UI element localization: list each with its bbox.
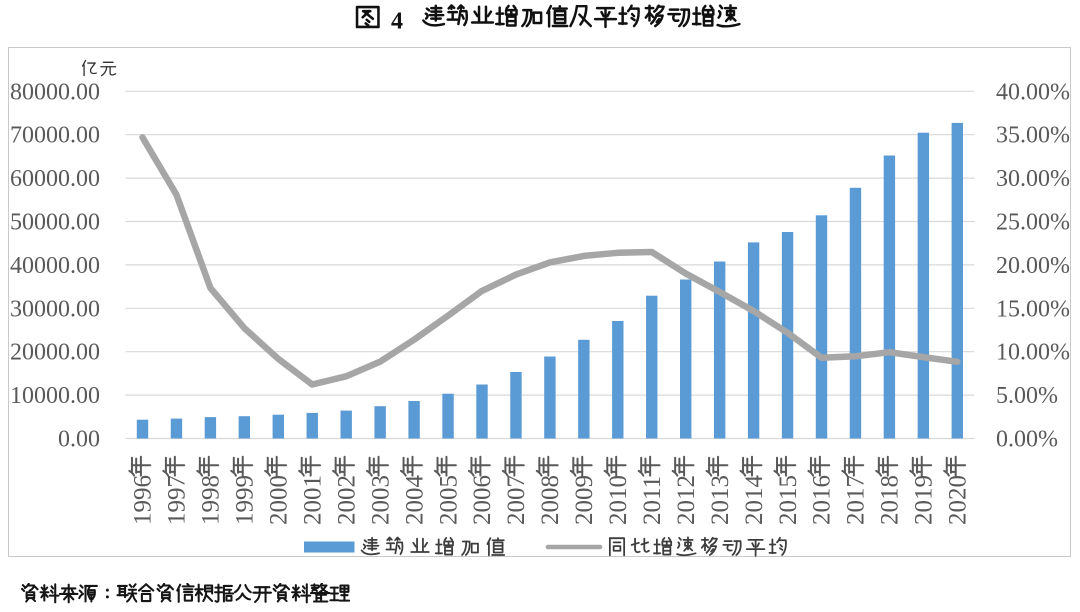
svg-text:2014: 2014	[741, 475, 768, 526]
svg-text:2011: 2011	[639, 476, 666, 525]
svg-text:1997: 1997	[164, 475, 191, 525]
svg-text:2001: 2001	[299, 475, 326, 525]
svg-text:2013: 2013	[707, 475, 734, 525]
svg-text:2005: 2005	[435, 475, 462, 525]
svg-text:2006: 2006	[469, 475, 496, 525]
svg-text:20000.00: 20000.00	[10, 340, 100, 366]
svg-text:70000.00: 70000.00	[10, 123, 100, 149]
svg-text:25.00%: 25.00%	[996, 210, 1070, 236]
svg-text:35.00%: 35.00%	[996, 123, 1070, 149]
svg-text:2015: 2015	[775, 475, 802, 525]
svg-text:2012: 2012	[673, 475, 700, 525]
svg-text:0.00: 0.00	[58, 427, 100, 453]
svg-text:15.00%: 15.00%	[996, 296, 1070, 322]
svg-text:40.00%: 40.00%	[996, 79, 1070, 105]
svg-text:2020: 2020	[945, 475, 972, 525]
svg-text:2016: 2016	[809, 475, 836, 525]
svg-text:10.00%: 10.00%	[996, 340, 1070, 366]
svg-text:1999: 1999	[232, 475, 259, 525]
svg-text:10000.00: 10000.00	[10, 383, 100, 409]
svg-text:2009: 2009	[571, 475, 598, 525]
svg-text:5.00%: 5.00%	[996, 383, 1058, 409]
svg-text:20.00%: 20.00%	[996, 253, 1070, 279]
svg-text:1998: 1998	[198, 475, 225, 525]
svg-text:2019: 2019	[911, 475, 938, 525]
svg-text:30000.00: 30000.00	[10, 296, 100, 322]
svg-text:80000.00: 80000.00	[10, 79, 100, 105]
svg-text:2008: 2008	[537, 475, 564, 525]
svg-text:60000.00: 60000.00	[10, 166, 100, 192]
svg-text:0.00%: 0.00%	[996, 427, 1058, 453]
svg-text:2004: 2004	[401, 475, 428, 526]
svg-text:2003: 2003	[367, 475, 394, 525]
svg-text:2018: 2018	[877, 475, 904, 525]
svg-text:1996: 1996	[130, 475, 157, 525]
svg-text:2017: 2017	[843, 475, 870, 525]
svg-text:2010: 2010	[605, 475, 632, 525]
svg-text:2007: 2007	[503, 475, 530, 525]
svg-text:40000.00: 40000.00	[10, 253, 100, 279]
svg-text:2002: 2002	[333, 475, 360, 525]
svg-text:4: 4	[391, 9, 403, 35]
svg-text:50000.00: 50000.00	[10, 210, 100, 236]
svg-text:2000: 2000	[266, 475, 293, 525]
svg-text:30.00%: 30.00%	[996, 166, 1070, 192]
